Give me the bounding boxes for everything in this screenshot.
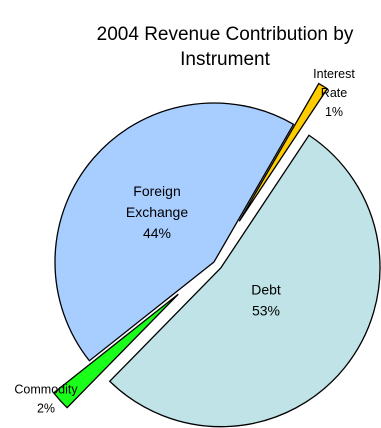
pie-slices <box>52 82 381 428</box>
slice-value-label-1: 53% <box>252 303 280 319</box>
chart-title-line-2: Instrument <box>180 49 270 70</box>
pie-slice-1 <box>108 134 381 428</box>
slice-name-label-0-0: Interest <box>313 67 355 81</box>
slice-name-label-2-0: Commodity <box>14 383 78 397</box>
pie-labels: Interest Rate 1% Debt 53% Commodity 2% Foreign E… <box>14 67 355 416</box>
chart-title-line-1: 2004 Revenue Contribution by <box>97 24 354 45</box>
pie-slice-0 <box>238 82 329 222</box>
slice-name-label-0-1: Rate <box>321 86 347 100</box>
slice-name-label-1-0: Debt <box>251 282 281 298</box>
slice-name-label-3-1: Exchange <box>126 204 188 220</box>
slice-value-label-3: 44% <box>143 225 171 241</box>
slice-value-label-2: 2% <box>37 402 55 416</box>
pie-slice-2 <box>52 293 179 409</box>
slice-name-label-3-0: Foreign <box>133 183 180 199</box>
pie-slice-3 <box>54 102 295 362</box>
slice-value-label-0: 1% <box>325 105 343 119</box>
